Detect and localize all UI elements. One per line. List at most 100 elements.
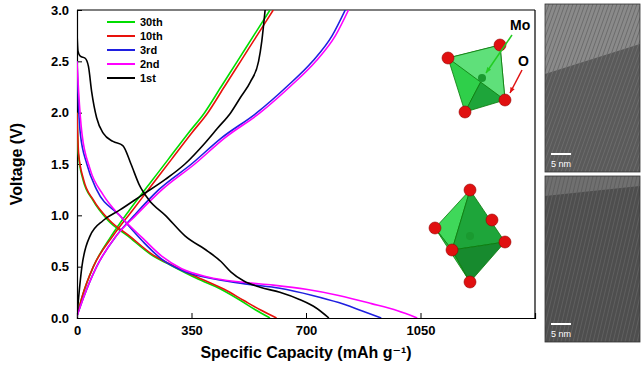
tick-label: 0.0 bbox=[51, 311, 69, 326]
legend-swatch bbox=[107, 49, 135, 51]
legend-swatch bbox=[107, 63, 135, 65]
x-axis: 0 350 700 1050 bbox=[74, 313, 536, 338]
tem-lattice bbox=[637, 4, 640, 172]
oxygen-atom bbox=[464, 184, 476, 196]
tick-mark bbox=[306, 313, 307, 318]
legend-label: 10th bbox=[140, 30, 163, 42]
tem-lattice bbox=[569, 4, 629, 172]
tem-lattice bbox=[545, 4, 601, 172]
x-axis-title: Specific Capacity (mAh g⁻¹) bbox=[200, 344, 411, 361]
tick-label: 0 bbox=[74, 323, 81, 338]
tem-lattice bbox=[573, 4, 633, 172]
polyhedra-diagram bbox=[429, 35, 522, 288]
tem-border bbox=[545, 4, 640, 172]
chart: 0 350 700 1050 0.0 0.5 1.0 1.5 2.0 2.5 3.0 Specific… bbox=[0, 0, 644, 366]
tem-lattice bbox=[617, 176, 640, 342]
tick-mark bbox=[77, 215, 82, 216]
mo-atom bbox=[466, 232, 474, 240]
tem-lattice bbox=[553, 4, 613, 172]
series-line bbox=[77, 10, 277, 318]
tem-lattice bbox=[621, 4, 640, 172]
tem-lattice bbox=[609, 4, 640, 172]
legend-label: 1st bbox=[140, 72, 156, 84]
arrow-head bbox=[510, 87, 515, 93]
tick-label: 0.5 bbox=[51, 259, 69, 274]
oxygen-atom bbox=[446, 244, 458, 256]
tick-label: 700 bbox=[296, 323, 318, 338]
oxygen-atom bbox=[442, 52, 454, 64]
polyhedron-face bbox=[452, 190, 505, 250]
tem-lattice bbox=[633, 4, 640, 172]
arrow bbox=[486, 35, 512, 73]
legend-swatch bbox=[107, 77, 135, 79]
tem-lattice bbox=[593, 4, 640, 172]
frame-right bbox=[534, 10, 535, 318]
oxygen-atom bbox=[459, 106, 471, 118]
tem-lattice bbox=[629, 4, 640, 172]
oxygen-atom bbox=[499, 236, 511, 248]
mo-atom bbox=[478, 74, 486, 82]
series-line bbox=[77, 10, 381, 318]
tem-lattice bbox=[629, 176, 640, 342]
tem-lattice bbox=[625, 176, 640, 342]
annotation: O bbox=[518, 53, 529, 69]
tem-lattice bbox=[549, 4, 609, 172]
scale-bar-label: 5 nm bbox=[551, 159, 571, 169]
legend-label: 3rd bbox=[140, 44, 157, 56]
tem-lattice bbox=[565, 4, 625, 172]
tem-lattice bbox=[577, 4, 637, 172]
tem-lattice bbox=[561, 4, 621, 172]
tem-lattice bbox=[545, 4, 569, 172]
legend-swatch bbox=[107, 35, 135, 37]
legend-label: 30th bbox=[140, 16, 163, 28]
tem-lattice bbox=[585, 4, 640, 172]
tem-lattice bbox=[545, 4, 605, 172]
tick-mark bbox=[77, 10, 82, 11]
tem-lattice bbox=[617, 4, 640, 172]
tick-label: 2.0 bbox=[51, 105, 69, 120]
scale-bar bbox=[551, 323, 571, 325]
tick-label: 3.0 bbox=[51, 3, 69, 18]
frame-top bbox=[77, 9, 535, 10]
tick: 1.5 bbox=[51, 157, 82, 172]
scale-bar bbox=[551, 153, 571, 155]
polyhedron-face bbox=[452, 242, 505, 282]
y-axis-title: Voltage (V) bbox=[8, 123, 25, 205]
tick-label: 1.5 bbox=[51, 157, 69, 172]
lines bbox=[77, 10, 417, 318]
legend: 30th10th3rd2nd1st bbox=[107, 16, 163, 84]
tick-mark bbox=[77, 318, 82, 319]
tem-lattice bbox=[633, 176, 640, 342]
tem-image: 5 nm bbox=[465, 176, 644, 342]
tick: 350 bbox=[181, 313, 203, 338]
arrow-head bbox=[486, 67, 491, 73]
series-line bbox=[77, 10, 417, 318]
tem-image: 5 nm bbox=[465, 4, 644, 172]
scale-bar-label: 5 nm bbox=[551, 329, 571, 339]
tick-mark bbox=[192, 313, 193, 318]
oxygen-atom bbox=[429, 222, 441, 234]
arrow bbox=[510, 70, 522, 93]
tick-label: 1.0 bbox=[51, 208, 69, 223]
tick: 700 bbox=[296, 313, 318, 338]
oxygen-atom bbox=[464, 276, 476, 288]
tick-label: 2.5 bbox=[51, 54, 69, 69]
polyhedron-face bbox=[448, 45, 505, 100]
series-line bbox=[77, 10, 270, 318]
axis-line bbox=[78, 313, 536, 319]
tick: 3.0 bbox=[51, 3, 82, 18]
tem-crystal bbox=[545, 44, 640, 172]
series-line bbox=[77, 10, 329, 318]
tick: 1.0 bbox=[51, 208, 82, 223]
tick-label: 350 bbox=[181, 323, 203, 338]
tem-lattice bbox=[557, 4, 617, 172]
oxygen-atom bbox=[494, 39, 506, 51]
tick: 1050 bbox=[407, 313, 436, 338]
oxygen-atom bbox=[486, 214, 498, 226]
tem-lattice bbox=[601, 176, 640, 342]
tick: 0.5 bbox=[51, 259, 82, 274]
oxygen-atom bbox=[499, 94, 511, 106]
legend-swatch bbox=[107, 21, 135, 23]
annotation: Mo bbox=[510, 17, 530, 33]
tem-border bbox=[545, 176, 640, 342]
